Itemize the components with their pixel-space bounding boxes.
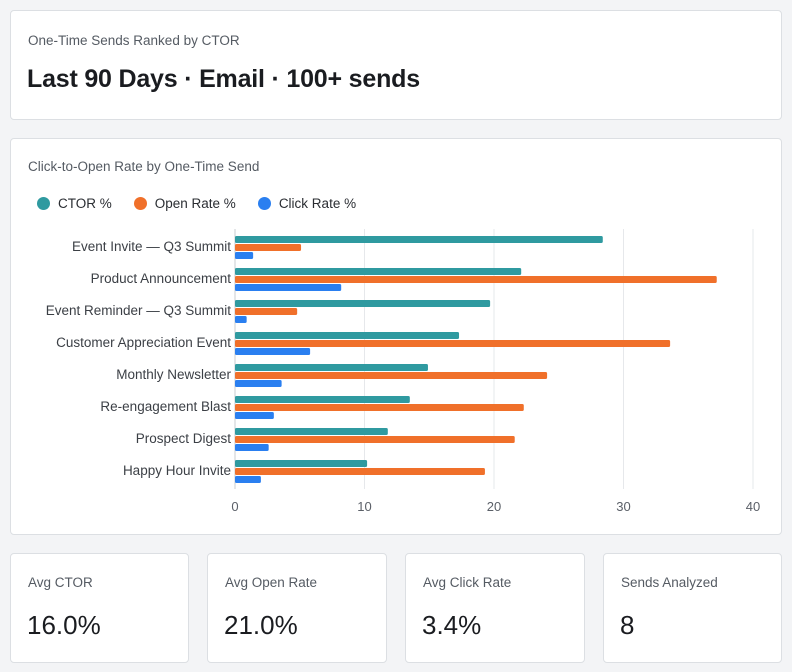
page-title: Last 90 Days · Email · 100+ sends <box>27 65 420 93</box>
legend-item-click-rate[interactable]: Click Rate % <box>257 196 357 211</box>
stat-label: Sends Analyzed <box>621 575 718 590</box>
page-eyebrow: One-Time Sends Ranked by CTOR <box>28 33 240 48</box>
bar-open <box>235 340 671 347</box>
category-label: Event Invite — Q3 Summit <box>72 239 231 254</box>
legend-swatch-open-rate <box>133 197 147 210</box>
bar-click <box>235 348 311 355</box>
bar-open <box>235 436 515 443</box>
bar-chart: 0 10 20 30 40 Event Invite — Q3 Summit Product… <box>46 229 760 514</box>
bar-click <box>235 380 282 387</box>
stat-card-avg-ctor: Avg CTOR 16.0% <box>10 553 189 663</box>
x-tick-label: 10 <box>357 499 371 514</box>
bar-open <box>235 404 524 411</box>
legend-item-ctor[interactable]: CTOR % <box>37 196 112 211</box>
legend-swatch-click-rate <box>257 197 271 210</box>
bar-ctor <box>235 428 388 435</box>
category-label: Prospect Digest <box>136 431 232 446</box>
bar-click <box>235 476 261 483</box>
stat-label: Avg Click Rate <box>423 575 512 590</box>
bar-open <box>235 244 302 251</box>
legend-item-open-rate[interactable]: Open Rate % <box>133 196 236 211</box>
legend-label-click-rate: Click Rate % <box>278 196 357 211</box>
bar-open <box>235 372 548 379</box>
legend-label-ctor: CTOR % <box>58 196 112 211</box>
bar-ctor <box>235 300 491 307</box>
x-tick-label: 30 <box>616 499 630 514</box>
stat-value: 21.0% <box>224 610 298 640</box>
stat-value: 8 <box>620 610 635 640</box>
stat-value: 3.4% <box>422 610 482 640</box>
bar-click <box>235 252 254 259</box>
bar-ctor <box>235 364 428 371</box>
stat-card-avg-click-rate: Avg Click Rate 3.4% <box>405 553 585 663</box>
bar-open <box>235 468 485 475</box>
header-card: One-Time Sends Ranked by CTOR Last 90 Da… <box>10 10 782 120</box>
bar-open <box>235 276 717 283</box>
bar-open <box>235 308 298 315</box>
bar-ctor <box>235 268 522 275</box>
bar-ctor <box>235 460 368 467</box>
stat-label: Avg Open Rate <box>225 575 318 590</box>
legend-label-open-rate: Open Rate % <box>154 196 236 211</box>
bar-click <box>235 412 274 419</box>
category-label: Happy Hour Invite <box>123 463 231 478</box>
bar-ctor <box>235 332 460 339</box>
stat-label: Avg CTOR <box>28 575 93 590</box>
category-label: Re-engagement Blast <box>100 399 231 414</box>
bar-click <box>235 444 269 451</box>
category-label: Monthly Newsletter <box>116 367 231 382</box>
bar-ctor <box>235 396 410 403</box>
stat-value: 16.0% <box>27 610 101 640</box>
stat-card-sends-analyzed: Sends Analyzed 8 <box>603 553 782 663</box>
chart-legend: CTOR % Open Rate % Click Rate % <box>37 196 378 211</box>
x-tick-label: 20 <box>487 499 501 514</box>
category-label: Customer Appreciation Event <box>56 335 231 350</box>
x-tick-label: 40 <box>746 499 760 514</box>
category-label: Event Reminder — Q3 Summit <box>46 303 232 318</box>
legend-swatch-ctor <box>37 197 50 210</box>
x-tick-label: 0 <box>231 499 238 514</box>
bar-click <box>235 316 247 323</box>
stat-card-avg-open-rate: Avg Open Rate 21.0% <box>207 553 387 663</box>
chart-title: Click-to-Open Rate by One-Time Send <box>28 159 260 174</box>
bar-click <box>235 284 342 291</box>
chart-card: Click-to-Open Rate by One-Time Send CTOR… <box>10 138 782 535</box>
bar-ctor <box>235 236 603 243</box>
category-label: Product Announcement <box>91 271 232 286</box>
